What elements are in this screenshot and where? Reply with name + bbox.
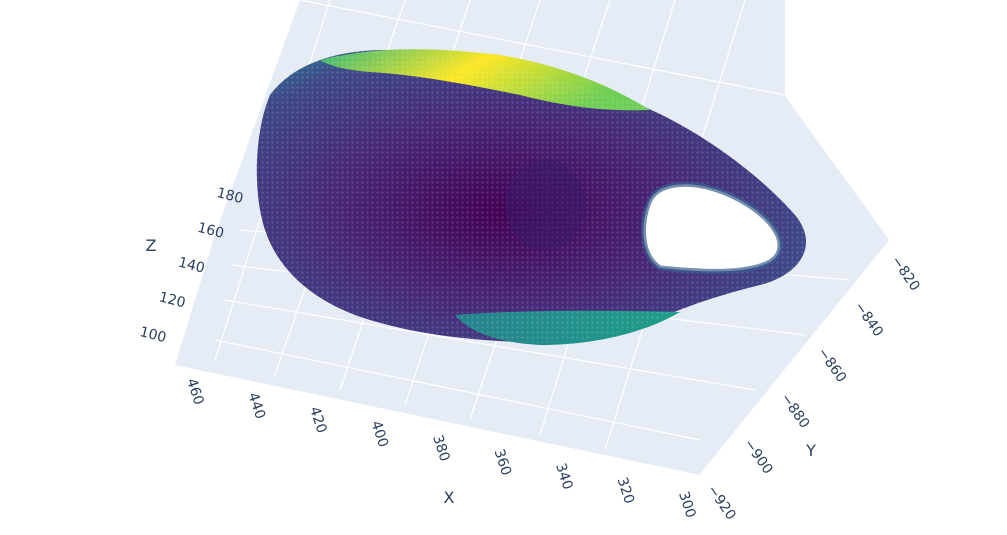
x-tick-label: 380 xyxy=(429,433,452,463)
y-tick-label: −920 xyxy=(704,482,739,523)
x-axis-title: X xyxy=(444,488,455,507)
x-tick-label: 460 xyxy=(183,377,206,407)
gridline xyxy=(214,339,701,441)
x-tick-label: 360 xyxy=(491,447,514,477)
x-tick-label: 340 xyxy=(552,461,575,491)
gridline xyxy=(299,0,786,96)
z-tick-label: 140 xyxy=(177,255,207,277)
z-tick-label: 120 xyxy=(157,289,187,311)
y-tick-label: −900 xyxy=(740,437,775,478)
x-tick-label: 320 xyxy=(614,475,637,505)
y-axis-title: Y xyxy=(805,441,816,460)
z-tick-label: 160 xyxy=(196,220,226,242)
x-tick-label: 440 xyxy=(245,391,268,421)
x-tick-label: 420 xyxy=(306,405,329,435)
x-tick-label: 300 xyxy=(675,490,698,520)
y-tick-label: −860 xyxy=(814,345,849,386)
y-tick-label: −820 xyxy=(888,253,923,294)
point-cloud xyxy=(256,49,807,345)
cloud-opening xyxy=(640,181,783,274)
cloud-eye-region xyxy=(505,160,585,250)
y-tick-label: −840 xyxy=(851,299,886,340)
z-axis-title: Z xyxy=(146,236,157,255)
x-axis-ticks: 460 440 420 400 380 360 340 320 300 xyxy=(183,377,698,520)
z-axis-ticks: 180 160 140 120 100 xyxy=(138,185,245,346)
gridline xyxy=(699,239,891,476)
z-tick-label: 180 xyxy=(215,185,245,207)
x-tick-label: 400 xyxy=(368,419,391,449)
gridline xyxy=(224,299,756,391)
z-tick-label: 100 xyxy=(138,324,168,346)
gridline xyxy=(784,94,891,241)
y-tick-label: −880 xyxy=(777,391,812,432)
